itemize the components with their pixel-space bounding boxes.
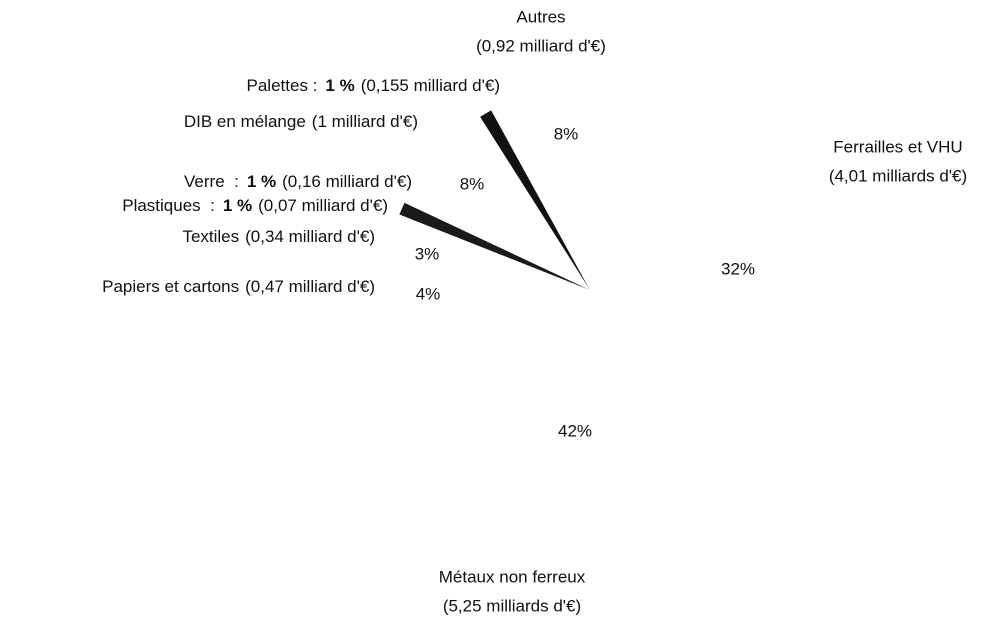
slice-label: Textiles (182, 227, 239, 246)
slice-detail: (0,16 milliard d'€) (282, 172, 412, 191)
value-label: 3% (415, 244, 440, 263)
slice-label: Autres (516, 7, 565, 26)
slice-detail: (0,155 milliard d'€) (361, 76, 500, 95)
slice-detail: (0,47 milliard d'€) (245, 277, 375, 296)
value-label: 8% (460, 174, 485, 193)
slice-detail: (0,07 milliard d'€) (258, 196, 388, 215)
pie-slice (404, 191, 590, 290)
value-label: 42% (558, 421, 592, 440)
value-label: 32% (721, 259, 755, 278)
slice-label: Ferrailles et VHU (833, 137, 962, 156)
slice-label: Métaux non ferreux (439, 567, 586, 586)
pie-slice (385, 290, 776, 496)
pie-slice (491, 85, 590, 290)
pie-slice (590, 85, 796, 378)
value-label: 4% (416, 284, 441, 303)
slice-label-line: Palettes : 1 % (0,155 milliard d'€) (247, 76, 500, 95)
slice-label: Verre : (184, 172, 239, 191)
slice-label-line: Plastiques : 1 % (0,07 milliard d'€) (122, 196, 388, 215)
slice-label: Palettes : (247, 76, 318, 95)
slice-detail: (0,34 milliard d'€) (245, 227, 375, 246)
pie-slice (385, 251, 590, 303)
value-label: 1 % (325, 76, 354, 95)
value-label: 8% (554, 124, 579, 143)
slice-label-line: Papiers et cartons (0,47 milliard d'€) (102, 277, 375, 296)
pie-slice (480, 110, 590, 290)
pie-slice (399, 202, 590, 290)
value-label: 1 % (223, 196, 252, 215)
slice-label: Papiers et cartons (102, 277, 239, 296)
pie-slice (410, 116, 590, 290)
slice-detail: (4,01 milliards d'€) (829, 166, 967, 185)
slice-detail: (5,25 milliards d'€) (443, 596, 581, 615)
slice-label-line: DIB en mélange (1 milliard d'€) (184, 112, 418, 131)
slice-label: Plastiques : (122, 196, 215, 215)
pie-slice (388, 214, 590, 290)
slice-label: DIB en mélange (184, 112, 306, 131)
slice-label-line: Textiles (0,34 milliard d'€) (182, 227, 375, 246)
slice-detail: (1 milliard d'€) (312, 112, 418, 131)
value-label: 1 % (247, 172, 276, 191)
slice-label-line: Verre : 1 % (0,16 milliard d'€) (184, 172, 412, 191)
slice-detail: (0,92 milliard d'€) (476, 36, 606, 55)
